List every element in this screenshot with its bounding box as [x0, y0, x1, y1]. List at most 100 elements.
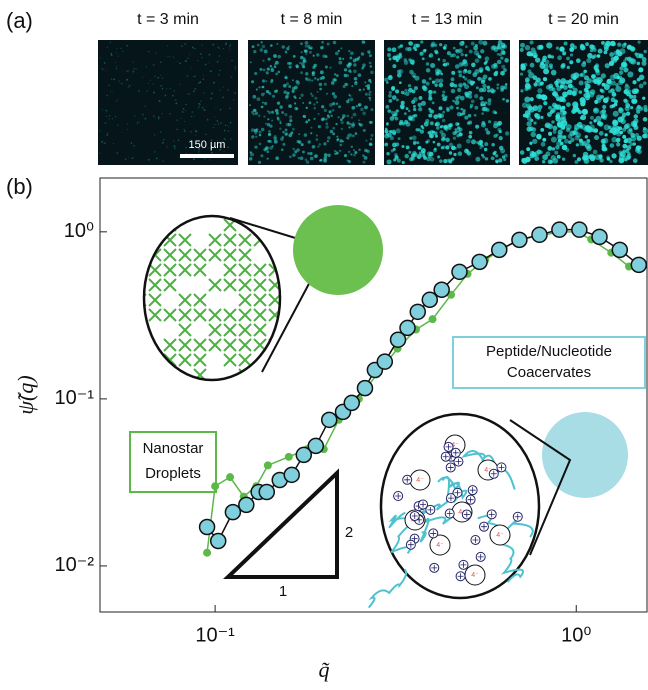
annotation: Droplets: [145, 465, 201, 482]
droplet: [176, 102, 178, 104]
droplet: [580, 115, 586, 121]
droplet: [621, 119, 626, 124]
droplet: [487, 86, 490, 89]
droplet: [591, 74, 596, 79]
droplet: [272, 95, 275, 98]
droplet: [396, 98, 399, 101]
droplet: [635, 90, 639, 94]
droplet: [473, 81, 476, 84]
droplet: [525, 77, 530, 82]
droplet: [229, 48, 230, 49]
droplet: [284, 76, 288, 80]
droplet: [476, 86, 479, 89]
droplet: [496, 133, 499, 136]
droplet: [481, 123, 486, 128]
droplet: [594, 108, 597, 111]
droplet: [282, 143, 285, 146]
droplet: [319, 83, 322, 86]
droplet: [178, 139, 180, 141]
droplet: [540, 82, 544, 86]
data-point: [592, 229, 607, 244]
droplet: [576, 143, 579, 146]
droplet: [270, 81, 273, 84]
droplet: [442, 94, 445, 97]
droplet: [623, 59, 626, 62]
droplet: [462, 41, 465, 44]
charge-label: 4⁻: [436, 542, 444, 549]
droplet: [336, 136, 338, 138]
droplet: [434, 83, 437, 86]
droplet: [435, 51, 438, 54]
droplet: [322, 54, 326, 58]
droplet: [348, 94, 350, 96]
droplet: [162, 113, 163, 114]
droplet: [280, 105, 283, 108]
droplet: [227, 146, 229, 148]
droplet: [305, 53, 307, 55]
droplet: [500, 56, 503, 59]
droplet: [285, 52, 287, 54]
droplet: [364, 106, 368, 110]
droplet: [500, 71, 505, 76]
data-point: [400, 320, 415, 335]
droplet: [303, 57, 306, 60]
droplet: [153, 115, 155, 117]
droplet: [496, 46, 499, 49]
droplet: [198, 103, 200, 105]
droplet: [118, 55, 119, 56]
droplet: [593, 150, 598, 155]
droplet: [537, 45, 542, 50]
droplet: [264, 102, 267, 105]
droplet: [420, 40, 423, 43]
droplet: [639, 146, 642, 149]
droplet: [457, 112, 462, 117]
droplet: [551, 120, 554, 123]
droplet: [492, 110, 496, 114]
droplet: [564, 139, 569, 144]
droplet: [268, 58, 271, 61]
droplet: [401, 91, 405, 95]
droplet: [311, 94, 314, 97]
droplet: [230, 44, 232, 46]
droplet: [351, 117, 353, 119]
droplet: [532, 127, 536, 131]
droplet: [354, 77, 357, 80]
droplet: [619, 66, 623, 70]
data-point: [410, 304, 425, 319]
droplet: [202, 57, 203, 58]
droplet: [235, 68, 237, 70]
droplet: [399, 120, 403, 124]
droplet: [335, 123, 337, 125]
nanostar: [209, 309, 221, 321]
droplet: [367, 50, 370, 53]
droplet: [169, 56, 170, 57]
droplet: [344, 68, 347, 71]
droplet: [255, 136, 257, 138]
droplet: [548, 132, 552, 136]
droplet: [99, 153, 100, 154]
droplet: [573, 106, 579, 112]
droplet: [311, 80, 313, 82]
droplet: [362, 66, 364, 68]
droplet: [320, 70, 324, 74]
droplet: [139, 122, 140, 123]
droplet: [270, 65, 272, 67]
droplet: [543, 101, 547, 105]
nanostar: [209, 249, 221, 261]
nanostar: [239, 279, 251, 291]
droplet: [540, 116, 543, 119]
droplet: [627, 152, 630, 155]
droplet: [408, 117, 412, 121]
droplet: [365, 93, 368, 96]
nanostar: [239, 294, 251, 306]
droplet: [555, 145, 559, 149]
droplet: [558, 129, 563, 134]
droplet: [370, 134, 373, 137]
droplet: [438, 58, 441, 61]
droplet: [346, 100, 349, 103]
droplet: [543, 77, 546, 80]
droplet: [483, 74, 488, 79]
droplet: [367, 87, 370, 90]
droplet: [460, 108, 463, 111]
droplet: [296, 148, 299, 151]
